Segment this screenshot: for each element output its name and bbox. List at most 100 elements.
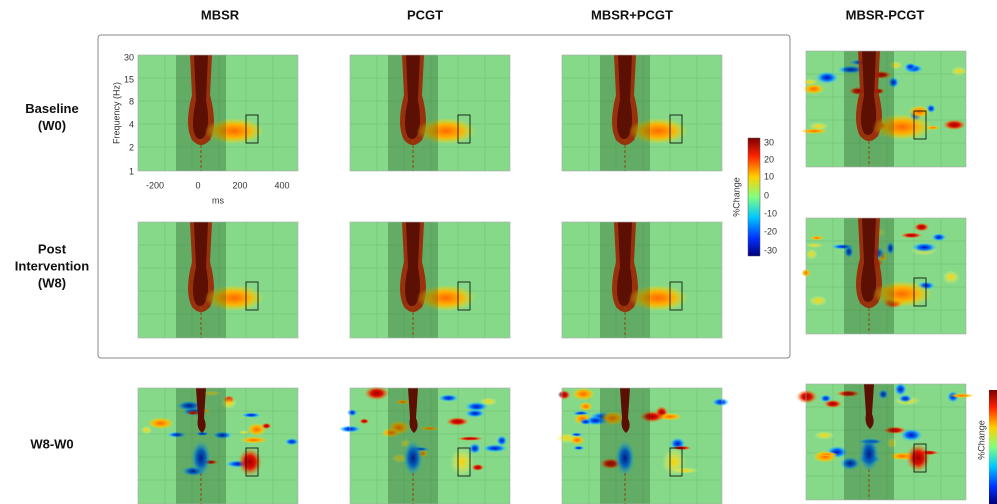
heatmap-blob: [814, 431, 835, 439]
colorbar-label: %Change: [976, 420, 986, 460]
colorbar-tick-label: -20: [764, 226, 777, 236]
heatmap-blob: [141, 426, 152, 435]
heatmap-blob: [815, 71, 838, 84]
column-title: MBSR-PCGT: [846, 7, 925, 22]
x-axis-label: ms: [212, 195, 224, 205]
y-tick-label: 1: [129, 166, 134, 176]
heatmap-blob: [147, 417, 173, 429]
heatmap-blob: [806, 249, 818, 260]
colorbar-tick-label: 10: [764, 171, 774, 181]
heatmap-blob: [949, 393, 974, 398]
y-axis-label: Frequency (Hz): [111, 82, 121, 144]
colorbar-tick-label: 30: [764, 137, 774, 147]
heatmap-blob: [662, 448, 686, 476]
heatmap-blob: [931, 233, 946, 241]
heatmap-panel: [562, 55, 722, 171]
column-title: MBSR: [201, 7, 240, 22]
heatmap-blob: [796, 390, 817, 404]
row-label: Baseline: [25, 101, 78, 116]
heatmap-blob: [572, 388, 595, 401]
column-title: MBSR+PCGT: [591, 7, 673, 22]
row-label: (W8): [38, 275, 66, 290]
heatmap-blob: [901, 232, 923, 238]
baseline-shade: [388, 388, 438, 504]
baseline-shade: [844, 384, 894, 500]
heatmap-blob: [800, 129, 827, 134]
colorbar-tick-label: -30: [764, 245, 777, 255]
baseline-shade: [600, 388, 650, 504]
x-tick-label: 200: [232, 180, 247, 190]
heatmap-blob: [285, 438, 300, 445]
colorbar-label: %Change: [731, 177, 741, 217]
heatmap-blob: [809, 296, 828, 307]
y-tick-label: 30: [124, 52, 134, 62]
y-tick-label: 8: [129, 96, 134, 106]
heatmap-panel: [350, 222, 510, 338]
colorbar-tick-label: -10: [764, 208, 777, 218]
heatmap-blob: [364, 386, 389, 400]
heatmap-blob: [457, 437, 483, 441]
heatmap-panel: [562, 222, 722, 338]
heatmap-blob: [943, 120, 966, 130]
column-title: PCGT: [407, 7, 443, 22]
heatmap-panel: [801, 218, 966, 334]
heatmap-blob: [262, 423, 272, 429]
heatmap-blob: [347, 409, 357, 416]
heatmap-blob: [911, 242, 937, 252]
heatmap-blob: [712, 398, 729, 406]
heatmap-blob: [824, 400, 842, 408]
heatmap-blob: [810, 236, 824, 240]
heatmap-blob: [817, 452, 838, 456]
heatmap-blob: [446, 417, 469, 426]
heatmap-panel: [796, 383, 973, 500]
y-tick-label: 2: [129, 142, 134, 152]
figure: MBSR PCGT MBSR+PCGT MBSR-PCGT Baseline (W0) Po…: [0, 0, 997, 504]
row-label: Intervention: [15, 258, 89, 273]
heatmap-blob: [482, 444, 507, 452]
row-label: W8-W0: [30, 436, 73, 451]
heatmap-blob: [894, 383, 907, 396]
x-tick-label: -200: [146, 180, 164, 190]
heatmap-blob: [942, 270, 959, 284]
heatmap-panel: [350, 55, 510, 171]
baseline-shade: [388, 55, 438, 171]
y-tick-label: 4: [129, 119, 134, 129]
heatmap-blob: [570, 436, 585, 445]
heatmap-blob: [805, 243, 823, 248]
colorbar: [989, 390, 997, 504]
heatmap-blob: [573, 446, 585, 451]
heatmap-blob: [465, 402, 489, 412]
heatmap-blob: [951, 66, 967, 76]
baseline-shade: [844, 51, 894, 167]
baseline-shade: [388, 222, 438, 338]
colorbar-tick-label: 20: [764, 154, 774, 164]
heatmap-blob: [558, 390, 571, 400]
baseline-shade: [600, 222, 650, 338]
heatmap-panel: [339, 386, 510, 504]
heatmap-blob: [904, 63, 916, 72]
heatmap-blob: [438, 394, 459, 402]
row-label: (W0): [38, 118, 66, 133]
baseline-shade: [844, 218, 894, 334]
x-tick-label: 0: [195, 180, 200, 190]
heatmap-panel: [800, 51, 967, 167]
colorbar-tick-label: 0: [764, 190, 769, 200]
heatmap-blob: [802, 79, 817, 85]
baseline-shade: [176, 55, 226, 171]
heatmap-blob: [241, 412, 261, 417]
heatmap-blob: [240, 437, 267, 444]
baseline-shade: [176, 222, 226, 338]
heatmap-panel: [138, 388, 299, 504]
heatmap-blob: [579, 419, 592, 425]
x-tick-label: 400: [274, 180, 289, 190]
baseline-shade: [600, 55, 650, 171]
heatmap-blob: [579, 402, 593, 411]
heatmap-panel: [556, 388, 730, 504]
heatmap-panel: [138, 55, 298, 171]
heatmap-blob: [359, 418, 369, 423]
heatmap-blob: [239, 430, 249, 434]
row-label: Post: [38, 241, 67, 256]
y-tick-label: 15: [124, 74, 134, 84]
heatmap-panel: [138, 222, 298, 338]
heatmap-blob: [914, 223, 929, 232]
